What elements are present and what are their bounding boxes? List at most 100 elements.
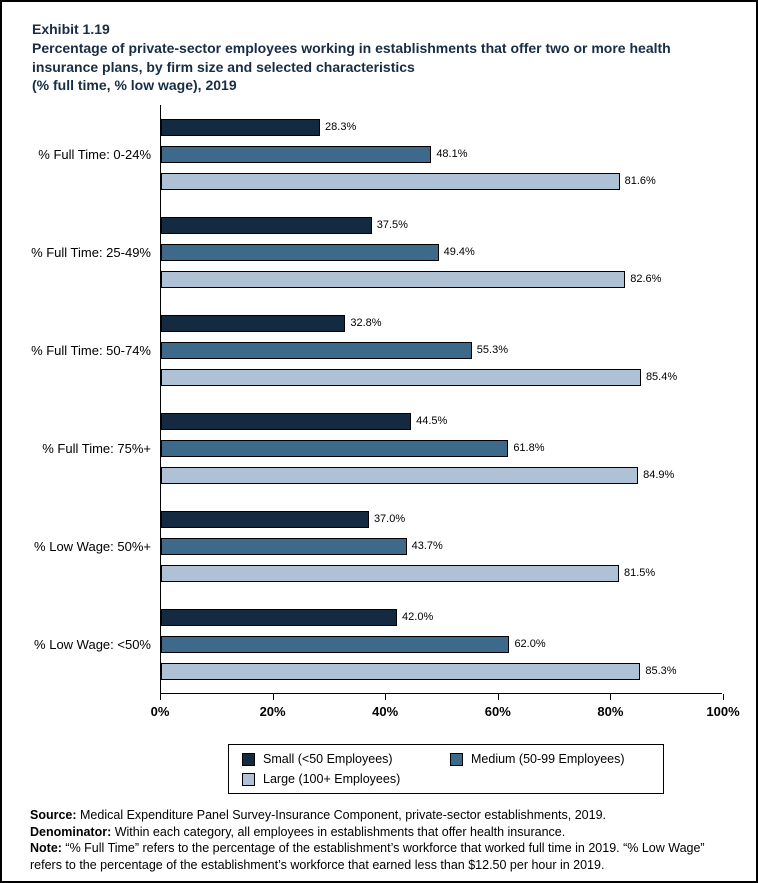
bar xyxy=(161,145,432,163)
category-label: % Low Wage: <50% xyxy=(34,636,151,652)
legend-swatch xyxy=(242,752,255,766)
bar-row: 49.4% xyxy=(161,243,723,261)
denominator-text: Within each category, all employees in e… xyxy=(111,824,566,839)
axis-tick xyxy=(385,694,387,700)
category-label: % Low Wage: 50%+ xyxy=(34,538,151,554)
bar-row: 28.3% xyxy=(161,118,723,136)
axis-tick-label: 0% xyxy=(150,704,170,719)
bar-value-label: 37.5% xyxy=(376,219,408,231)
category-label: % Full Time: 75%+ xyxy=(42,440,151,456)
axis-tick-label: 20% xyxy=(259,704,286,719)
exhibit-number: Exhibit 1.19 xyxy=(32,21,110,37)
axis-tick-label: 80% xyxy=(597,704,624,719)
category-group: 28.3% 48.1% 81.6% xyxy=(161,105,722,203)
axis-tick xyxy=(610,694,612,700)
bar-row: 42.0% xyxy=(161,608,723,626)
bar-value-label: 43.7% xyxy=(411,540,443,552)
bar xyxy=(161,635,510,653)
category-group: 37.0% 43.7% 81.5% xyxy=(161,497,722,595)
bar xyxy=(161,412,412,430)
bar xyxy=(161,118,321,136)
axis-tick-label: 40% xyxy=(372,704,399,719)
bar-value-label: 44.5% xyxy=(416,415,448,427)
bar xyxy=(161,510,369,528)
legend-item: Large (100+ Employees) xyxy=(242,772,450,786)
denominator-note: Denominator: Within each category, all e… xyxy=(30,824,716,841)
bar-value-label: 42.0% xyxy=(402,611,434,623)
bar-row: 55.3% xyxy=(161,341,723,359)
bar-row: 82.6% xyxy=(161,270,723,288)
bar-value-label: 32.8% xyxy=(350,317,382,329)
bar xyxy=(161,662,641,680)
denominator-label: Denominator: xyxy=(30,824,112,839)
bar xyxy=(161,270,626,288)
bar-row: 81.5% xyxy=(161,564,723,582)
bar-value-label: 49.4% xyxy=(443,246,475,258)
bar xyxy=(161,172,620,190)
bar xyxy=(161,243,439,261)
plot-column: 28.3% 48.1% 81.6% 37.5% 49.4% 82.6% 32.8% 55.3%… xyxy=(151,105,740,730)
bar-row: 81.6% xyxy=(161,172,723,190)
source-label: Source: xyxy=(30,808,77,822)
chart-plot: 28.3% 48.1% 81.6% 37.5% 49.4% 82.6% 32.8% 55.3%… xyxy=(160,105,722,694)
category-group: 32.8% 55.3% 85.4% xyxy=(161,301,722,399)
category-group: 42.0% 62.0% 85.3% xyxy=(161,595,722,693)
bar-value-label: 55.3% xyxy=(476,344,508,356)
legend-label: Large (100+ Employees) xyxy=(263,772,401,786)
bar-value-label: 28.3% xyxy=(325,121,357,133)
bar-value-label: 84.9% xyxy=(643,469,675,481)
legend-item: Small (<50 Employees) xyxy=(242,752,450,766)
legend-label: Medium (50-99 Employees) xyxy=(471,752,625,766)
bar-row: 43.7% xyxy=(161,537,723,555)
bar-row: 44.5% xyxy=(161,412,723,430)
bar-row: 37.5% xyxy=(161,216,723,234)
footer-notes: Source: Medical Expenditure Panel Survey… xyxy=(2,794,746,873)
category-group: 37.5% 49.4% 82.6% xyxy=(161,203,722,301)
axis-tick xyxy=(723,694,724,700)
bar-chart: % Full Time: 0-24% % Full Time: 25-49% % F… xyxy=(2,105,756,730)
definition-note: Note: “% Full Time” refers to the percen… xyxy=(30,840,716,873)
bar-row: 62.0% xyxy=(161,635,723,653)
bar-value-label: 81.6% xyxy=(624,175,656,187)
category-label: % Full Time: 0-24% xyxy=(38,146,151,162)
category-label: % Full Time: 50-74% xyxy=(31,342,151,358)
bar-row: 85.4% xyxy=(161,368,723,386)
chart-subtitle: (% full time, % low wage), 2019 xyxy=(32,77,237,94)
bar-value-label: 85.3% xyxy=(645,665,677,677)
bar-value-label: 37.0% xyxy=(373,513,406,525)
note-text: “% Full Time” refers to the percentage o… xyxy=(30,841,705,872)
title-block: Exhibit 1.19 Percentage of private-secto… xyxy=(2,2,756,95)
bar xyxy=(161,564,620,582)
bar-value-label: 48.1% xyxy=(436,148,468,160)
bar-value-label: 61.8% xyxy=(513,442,545,454)
legend-label: Small (<50 Employees) xyxy=(263,752,393,766)
chart-title: Percentage of private-sector employees w… xyxy=(32,39,671,75)
bar xyxy=(161,368,641,386)
bar-value-label: 85.4% xyxy=(645,371,678,383)
note-label: Note: xyxy=(30,841,62,855)
source-text: Medical Expenditure Panel Survey-Insuran… xyxy=(76,808,606,822)
axis-tick-label: 60% xyxy=(484,704,511,719)
bar xyxy=(161,537,407,555)
bar xyxy=(161,314,346,332)
axis-tick xyxy=(272,694,274,700)
legend-swatch xyxy=(450,752,463,766)
legend-swatch xyxy=(242,772,255,786)
axis-tick xyxy=(497,694,499,700)
source-note: Source: Medical Expenditure Panel Survey… xyxy=(30,807,716,824)
bar-value-label: 81.5% xyxy=(624,567,656,579)
bar-row: 61.8% xyxy=(161,439,723,457)
legend-item: Medium (50-99 Employees) xyxy=(450,752,650,766)
bar xyxy=(161,466,639,484)
category-labels-column: % Full Time: 0-24% % Full Time: 25-49% % F… xyxy=(2,105,160,730)
bar-value-label: 82.6% xyxy=(630,273,662,285)
bar-row: 85.3% xyxy=(161,662,723,680)
bar-row: 32.8% xyxy=(161,314,723,332)
bar-row: 48.1% xyxy=(161,145,723,163)
axis-tick-label: 100% xyxy=(706,704,740,719)
bar xyxy=(161,439,509,457)
bar xyxy=(161,216,372,234)
bar-row: 37.0% xyxy=(161,510,723,528)
x-axis: 0% 20% 40% 60% 80% 100% xyxy=(151,694,740,730)
